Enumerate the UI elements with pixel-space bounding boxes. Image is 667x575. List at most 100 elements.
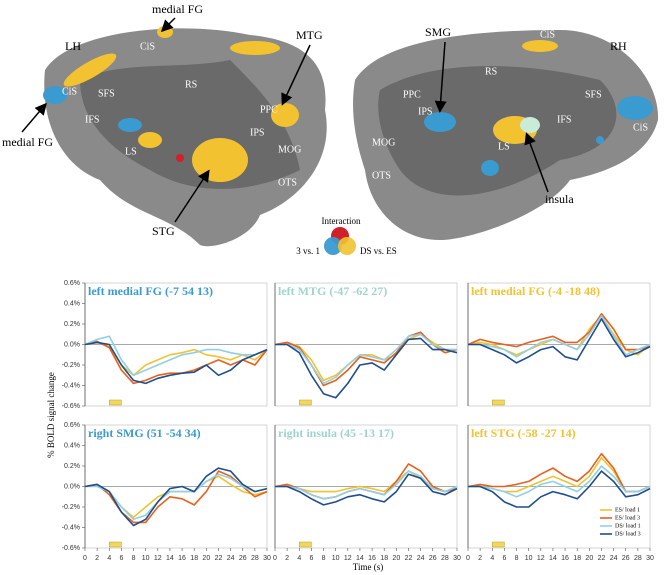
- x-tick-label: 4: [490, 555, 494, 562]
- x-tick-label: 14: [549, 555, 557, 562]
- x-tick-label: 2: [95, 555, 99, 562]
- x-tick-label: 26: [622, 555, 630, 562]
- region-label: CiS: [540, 29, 555, 40]
- panel-title: right SMG (51 -54 34): [88, 426, 201, 440]
- x-tick-label: 6: [502, 555, 506, 562]
- region-label: PPC: [260, 104, 278, 115]
- arrow: [21, 102, 47, 133]
- key-right: DS vs. ES: [360, 246, 397, 256]
- callout-label: medial FG: [2, 135, 53, 149]
- x-tick-label: 16: [178, 555, 186, 562]
- x-tick-label: 8: [515, 555, 519, 562]
- key-title: Interaction: [322, 216, 361, 226]
- series-line: [275, 470, 458, 500]
- x-tick-label: 14: [166, 555, 174, 562]
- callout-label: MTG: [296, 28, 323, 42]
- x-tick-label: 16: [368, 555, 376, 562]
- region-label: SFS: [98, 88, 115, 99]
- x-tick-label: 18: [190, 555, 198, 562]
- x-axis-label: Time (s): [353, 562, 383, 572]
- panel-title: right insula (45 -13 17): [278, 426, 394, 440]
- y-tick-label: -0.4%: [62, 382, 80, 389]
- arrow: [524, 132, 549, 193]
- region-label: LS: [125, 146, 137, 157]
- callout-label: medial FG: [152, 2, 203, 16]
- x-tick-label: 12: [154, 555, 162, 562]
- callout-label: STG: [152, 224, 175, 238]
- arrow: [160, 17, 176, 33]
- y-tick-label: -0.6%: [62, 545, 80, 552]
- region-label: OTS: [278, 177, 297, 188]
- x-tick-label: 30: [263, 555, 271, 562]
- legend-label: DS/ load 1: [615, 523, 641, 529]
- series-line: [84, 341, 268, 385]
- venn-key: Interaction 3 vs. 1 DS vs. ES: [296, 216, 397, 256]
- x-tick-label: 4: [297, 555, 301, 562]
- x-tick-label: 2: [478, 555, 482, 562]
- x-tick-label: 26: [429, 555, 437, 562]
- stimulus-bar: [109, 541, 122, 548]
- legend-label: ES/ load 3: [615, 515, 640, 521]
- region-label: MOG: [278, 144, 301, 155]
- y-tick-label: 0.4%: [64, 442, 80, 449]
- x-tick-label: 24: [610, 555, 618, 562]
- stimulus-bar: [492, 541, 505, 548]
- y-tick-label: -0.2%: [62, 362, 80, 369]
- y-tick-label: 0.6%: [64, 422, 80, 429]
- region-label: PPC: [403, 89, 421, 100]
- region-label: RS: [485, 66, 497, 77]
- plots: 0.6% 0.4% 0.2% 0.0% -0.2% -0.4% -0.6% left medi…: [62, 280, 654, 562]
- series-line: [275, 473, 458, 506]
- stimulus-bar: [299, 399, 312, 406]
- x-tick-label: 4: [107, 555, 111, 562]
- panel-title: left medial FG (-4 -18 48): [471, 284, 600, 298]
- x-tick-label: 22: [598, 555, 606, 562]
- region-label: CiS: [62, 86, 77, 97]
- region-label: MOG: [372, 137, 395, 148]
- series-line: [468, 465, 651, 498]
- x-tick-label: 2: [285, 555, 289, 562]
- panel-title: left MTG (-47 -62 27): [278, 284, 387, 298]
- y-tick-label: 0.2%: [64, 463, 80, 470]
- x-tick-label: 12: [344, 555, 352, 562]
- region-label: OTS: [372, 170, 391, 181]
- stimulus-bar: [492, 399, 505, 406]
- series-line: [84, 335, 268, 377]
- series-line: [84, 341, 268, 377]
- x-tick-label: 30: [453, 555, 461, 562]
- series-line: [467, 452, 651, 493]
- x-tick-label: 14: [356, 555, 364, 562]
- x-tick-label: 20: [585, 555, 593, 562]
- region-label: RS: [185, 79, 197, 90]
- x-tick-label: 20: [392, 555, 400, 562]
- hemisphere-label: LH: [65, 39, 81, 53]
- x-tick-label: 10: [525, 555, 533, 562]
- x-tick-label: 28: [634, 555, 642, 562]
- brain-maps: LH CiS CiS RS SFS IFS PPC IPS LS MOG OTS…: [2, 2, 659, 256]
- arrow: [281, 44, 311, 106]
- x-tick-label: 0: [273, 555, 277, 562]
- y-tick-label: 0.0%: [64, 341, 80, 348]
- y-tick-label: 0.2%: [64, 321, 80, 328]
- series-line: [84, 467, 268, 527]
- x-tick-label: 8: [132, 555, 136, 562]
- region-label: SFS: [585, 89, 602, 100]
- x-tick-label: 18: [380, 555, 388, 562]
- callout-label: SMG: [425, 25, 451, 39]
- hemisphere-label: RH: [610, 39, 627, 53]
- series-line: [468, 470, 651, 508]
- y-tick-label: -0.4%: [62, 524, 80, 531]
- x-tick-label: 28: [251, 555, 259, 562]
- x-tick-label: 24: [227, 555, 235, 562]
- series-line: [275, 333, 457, 385]
- x-tick-label: 24: [417, 555, 425, 562]
- x-tick-label: 0: [83, 555, 87, 562]
- arrow: [174, 169, 210, 223]
- y-tick-label: 0.6%: [64, 280, 80, 287]
- x-tick-label: 0: [466, 555, 470, 562]
- series-line: [275, 337, 458, 399]
- legend-label: DS/ load 3: [615, 531, 641, 537]
- y-tick-label: 0.4%: [64, 300, 80, 307]
- legend-label: ES/ load 1: [615, 507, 640, 513]
